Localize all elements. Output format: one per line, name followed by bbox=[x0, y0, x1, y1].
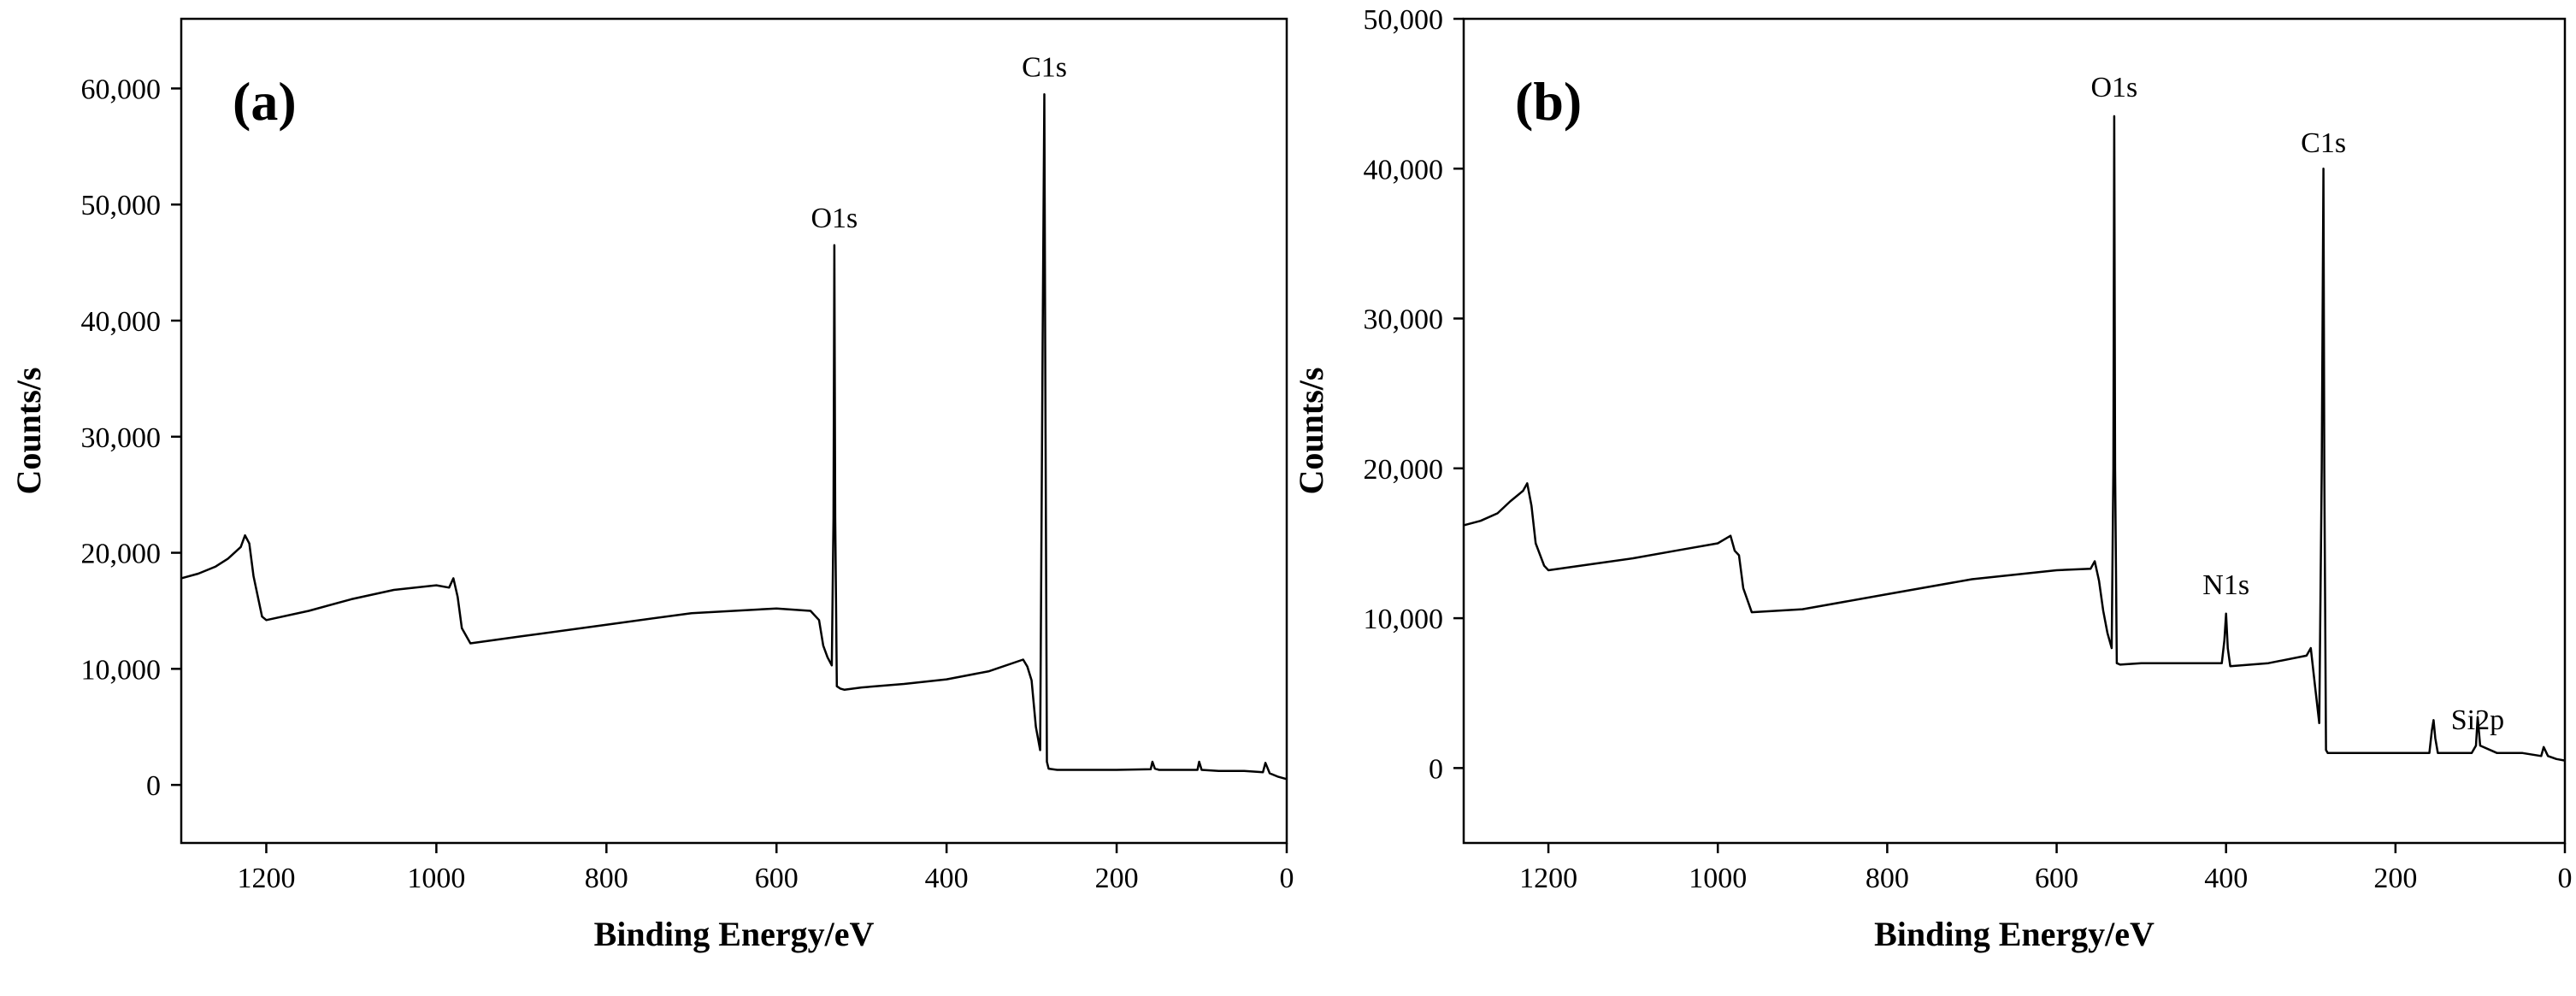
x-tick-label: 1000 bbox=[1689, 863, 1747, 894]
x-tick-label: 1200 bbox=[1519, 863, 1577, 894]
x-tick-label: 1000 bbox=[407, 863, 465, 894]
x-tick-label: 1200 bbox=[237, 863, 295, 894]
y-tick-label: 50,000 bbox=[81, 190, 162, 221]
plot-frame-a bbox=[180, 17, 1288, 845]
plot-frame-b bbox=[1462, 17, 2567, 845]
y-tick-label: 40,000 bbox=[81, 306, 162, 338]
y-tick-label: 10,000 bbox=[81, 654, 162, 686]
y-axis-title: Counts/s bbox=[9, 368, 48, 495]
peak-label: N1s bbox=[2202, 569, 2249, 601]
x-tick-label: 0 bbox=[2558, 863, 2573, 894]
y-tick-label: 10,000 bbox=[1364, 604, 1444, 635]
y-tick-label: 30,000 bbox=[81, 422, 162, 454]
peak-label: O1s bbox=[811, 203, 858, 234]
x-tick-label: 800 bbox=[1866, 863, 1909, 894]
x-axis-title: Binding Energy/eV bbox=[1874, 915, 2155, 953]
x-tick-label: 600 bbox=[755, 863, 799, 894]
x-tick-label: 600 bbox=[2035, 863, 2078, 894]
y-tick-label: 30,000 bbox=[1364, 304, 1444, 336]
y-tick-label: 60,000 bbox=[81, 74, 162, 105]
spectrum-line bbox=[1463, 115, 2566, 762]
x-tick-label: 400 bbox=[925, 863, 969, 894]
peak-label: C1s bbox=[1022, 51, 1067, 83]
x-tick-label: 0 bbox=[1280, 863, 1294, 894]
x-axis-title: Binding Energy/eV bbox=[594, 915, 875, 953]
y-tick-label: 50,000 bbox=[1364, 4, 1444, 36]
y-tick-label: 20,000 bbox=[81, 539, 162, 570]
x-tick-label: 800 bbox=[585, 863, 628, 894]
panel-label: (b) bbox=[1515, 71, 1582, 132]
y-tick-label: 0 bbox=[146, 770, 161, 802]
peak-label: O1s bbox=[2091, 72, 2138, 103]
y-tick-label: 20,000 bbox=[1364, 454, 1444, 486]
y-axis-title: Counts/s bbox=[1292, 368, 1330, 495]
y-tick-label: 0 bbox=[1429, 753, 1443, 785]
panel-b: 1200 1000 800 600 400 200 0 0 10,000 20,000 30,000… bbox=[1292, 4, 2573, 953]
spectrum-line bbox=[180, 93, 1288, 781]
peak-label: Si2p bbox=[2451, 704, 2504, 736]
x-tick-label: 200 bbox=[1095, 863, 1139, 894]
x-tick-label: 400 bbox=[2204, 863, 2248, 894]
x-tick-label: 200 bbox=[2373, 863, 2417, 894]
peak-label: C1s bbox=[2301, 127, 2346, 159]
y-tick-label: 40,000 bbox=[1364, 154, 1444, 186]
panel-label: (a) bbox=[233, 71, 297, 132]
panel-a: 1200 1000 800 600 400 200 0 0 10,000 20,000 30,000… bbox=[9, 17, 1294, 953]
